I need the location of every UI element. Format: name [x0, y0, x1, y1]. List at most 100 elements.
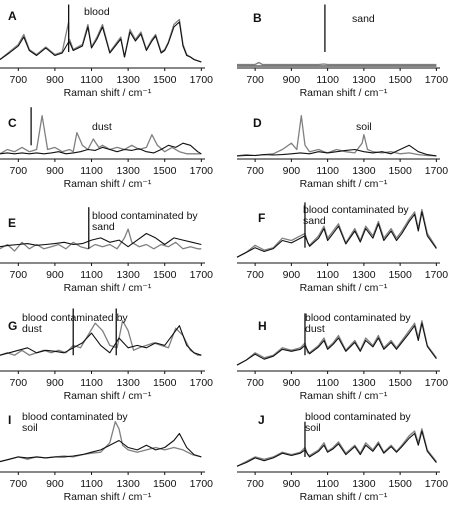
panel-label-f: blood contaminated by sand	[303, 204, 409, 227]
x-tick-label-g-1100: 1100	[80, 377, 103, 389]
x-tick-label-i-900: 900	[46, 478, 64, 490]
x-tick-label-c-1100: 1100	[80, 165, 103, 177]
x-axis-label-j: Raman shift / cm⁻¹	[300, 491, 388, 503]
x-axis-label-d: Raman shift / cm⁻¹	[300, 178, 388, 190]
panel-label-c: dust	[92, 121, 112, 133]
spectrum-line-c-2	[0, 142, 202, 155]
spectrum-line-h-1	[236, 320, 437, 366]
spectrum-line-a-2	[0, 21, 202, 63]
x-tick-label-i-1300: 1300	[116, 478, 140, 490]
panel-label-e: blood contaminated by sand	[92, 210, 198, 233]
x-tick-label-f-1100: 1100	[316, 269, 339, 281]
spectrum-line-b-1	[237, 61, 437, 66]
spectrum-line-h-2	[236, 322, 437, 366]
panel-b: 700 900 1100 1300 1500 1700 Raman shift / cm⁻¹…	[237, 4, 449, 99]
x-tick-label-h-900: 900	[283, 377, 301, 389]
x-tick-label-b-1700: 1700	[425, 74, 449, 86]
x-tick-label-g-1500: 1500	[153, 377, 177, 389]
panel-letter-h: H	[258, 319, 267, 333]
spectrum-line-a-1	[0, 18, 202, 63]
panel-label-j: blood contaminated by soil	[305, 411, 411, 434]
panel-label-a: blood	[84, 6, 110, 18]
x-tick-label-b-1300: 1300	[352, 74, 376, 86]
spectrum-line-g-1	[0, 320, 202, 356]
x-tick-label-b-1100: 1100	[316, 74, 339, 86]
spectrum-line-d-1	[236, 115, 437, 157]
panel-a: 700 900 1100 1300 1500 1700 Raman shift / cm⁻¹…	[0, 4, 213, 99]
x-tick-label-c-1300: 1300	[116, 165, 140, 177]
x-tick-label-a-1300: 1300	[116, 74, 140, 86]
panel-letter-g: G	[8, 319, 17, 333]
spectrum-line-f-1	[236, 208, 437, 258]
x-axis-label-g: Raman shift / cm⁻¹	[64, 390, 152, 402]
panel-letter-c: C	[8, 116, 17, 130]
panel-e: 700 900 1100 1300 1500 1700 Raman shift / cm⁻¹…	[0, 207, 213, 294]
x-tick-label-c-700: 700	[10, 165, 28, 177]
x-tick-label-h-1100: 1100	[316, 377, 339, 389]
x-axis-label-c: Raman shift / cm⁻¹	[64, 178, 152, 190]
x-tick-label-c-900: 900	[46, 165, 64, 177]
panel-c: 700 900 1100 1300 1500 1700 Raman shift / cm⁻¹…	[0, 107, 213, 190]
x-tick-label-h-1300: 1300	[352, 377, 376, 389]
panel-i: 700 900 1100 1300 1500 1700 Raman shift / cm⁻¹…	[0, 411, 213, 503]
panel-g: 700 900 1100 1300 1500 1700 Raman shift / cm⁻¹…	[0, 308, 213, 402]
x-tick-label-h-1500: 1500	[388, 377, 412, 389]
x-tick-label-g-1300: 1300	[116, 377, 140, 389]
spectrum-line-e-2	[0, 232, 202, 248]
x-tick-label-j-1500: 1500	[388, 478, 412, 490]
x-tick-label-d-1100: 1100	[316, 165, 339, 177]
x-tick-label-j-1300: 1300	[352, 478, 376, 490]
x-tick-label-e-1500: 1500	[153, 269, 177, 281]
x-axis-label-b: Raman shift / cm⁻¹	[300, 87, 388, 99]
x-tick-label-i-1500: 1500	[153, 478, 177, 490]
panel-f: 700 900 1100 1300 1500 1700 Raman shift / cm⁻¹…	[236, 202, 449, 294]
x-tick-label-d-1500: 1500	[388, 165, 412, 177]
panel-j: 700 900 1100 1300 1500 1700 Raman shift / cm⁻¹…	[236, 411, 449, 503]
x-tick-label-b-900: 900	[283, 74, 301, 86]
x-tick-label-j-1100: 1100	[316, 478, 339, 490]
x-axis-label-e: Raman shift / cm⁻¹	[64, 282, 152, 294]
x-axis-label-i: Raman shift / cm⁻¹	[64, 491, 152, 503]
panel-h: 700 900 1100 1300 1500 1700 Raman shift / cm⁻¹…	[236, 312, 448, 402]
x-tick-label-f-900: 900	[283, 269, 301, 281]
spectrum-line-f-2	[236, 211, 437, 258]
x-tick-label-j-700: 700	[246, 478, 264, 490]
x-tick-label-c-1500: 1500	[153, 165, 177, 177]
x-tick-label-c-1700: 1700	[190, 165, 214, 177]
panel-letter-i: I	[8, 413, 11, 427]
x-axis-label-f: Raman shift / cm⁻¹	[300, 282, 388, 294]
x-tick-label-d-1300: 1300	[352, 165, 376, 177]
x-tick-label-b-700: 700	[246, 74, 264, 86]
x-tick-label-a-900: 900	[46, 74, 64, 86]
panel-letter-j: J	[258, 413, 265, 427]
panel-letter-d: D	[253, 116, 262, 130]
panel-label-i: blood contaminated by soil	[22, 411, 128, 434]
panel-letter-b: B	[253, 11, 262, 25]
panel-letter-f: F	[258, 211, 265, 225]
x-tick-label-a-700: 700	[10, 74, 28, 86]
x-tick-label-i-1100: 1100	[80, 478, 103, 490]
x-tick-label-e-900: 900	[46, 269, 64, 281]
spectrum-line-c-1	[0, 115, 202, 155]
x-tick-label-g-1700: 1700	[190, 377, 214, 389]
spectrum-line-g-2	[0, 325, 202, 356]
panel-label-g: blood contaminated by dust	[22, 312, 128, 335]
spectrum-line-j-1	[236, 428, 437, 467]
x-tick-label-j-1700: 1700	[425, 478, 449, 490]
x-tick-label-f-1700: 1700	[425, 269, 449, 281]
x-tick-label-d-700: 700	[246, 165, 264, 177]
x-tick-label-f-700: 700	[246, 269, 264, 281]
x-tick-label-a-1500: 1500	[153, 74, 177, 86]
x-tick-label-d-1700: 1700	[425, 165, 449, 177]
x-axis-label-a: Raman shift / cm⁻¹	[64, 87, 152, 99]
x-tick-label-h-700: 700	[246, 377, 264, 389]
panel-letter-e: E	[8, 216, 16, 230]
panel-d: 700 900 1100 1300 1500 1700 Raman shift / cm⁻¹…	[236, 115, 449, 190]
x-tick-label-i-700: 700	[10, 478, 28, 490]
x-tick-label-e-1300: 1300	[116, 269, 140, 281]
x-tick-label-i-1700: 1700	[190, 478, 214, 490]
x-tick-label-e-1700: 1700	[190, 269, 214, 281]
panel-label-h: blood contaminated by dust	[305, 312, 411, 335]
x-tick-label-e-700: 700	[10, 269, 28, 281]
